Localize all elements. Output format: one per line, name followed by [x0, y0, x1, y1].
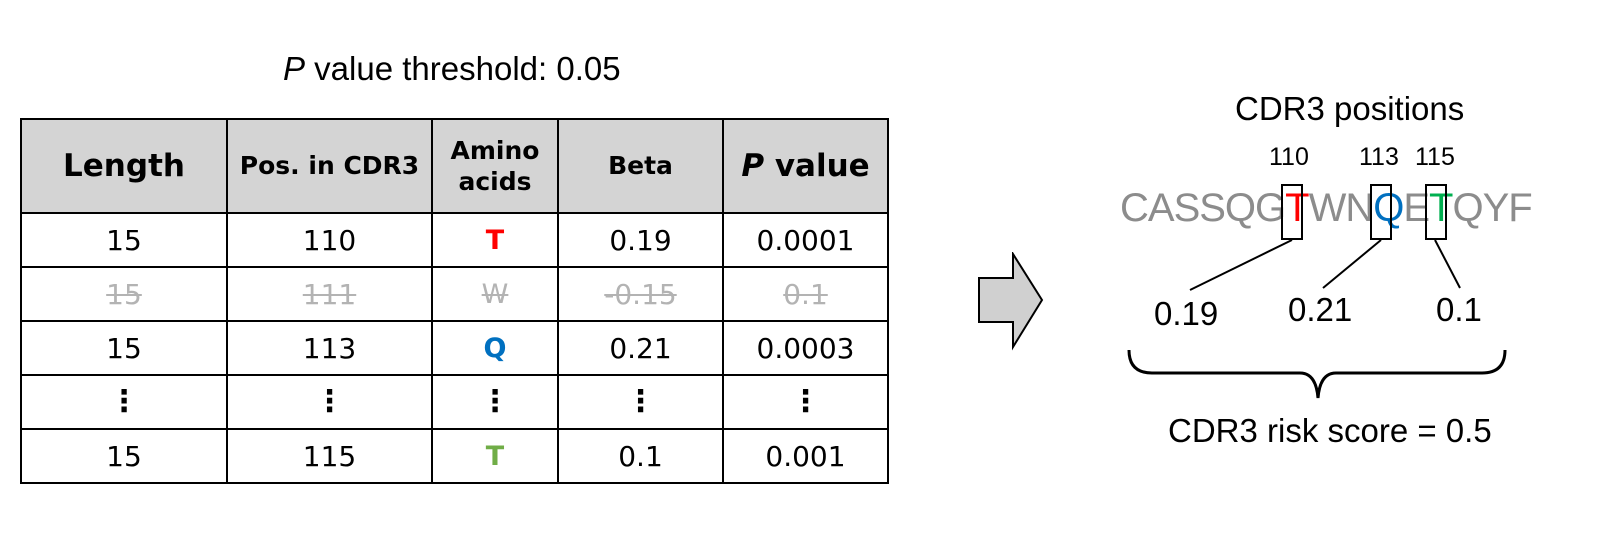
- cell-p-value: 0.0003: [722, 320, 889, 376]
- highlight-box-113: [1370, 184, 1392, 240]
- header-amino-line2: acids: [458, 167, 532, 196]
- header-beta: Beta: [557, 118, 724, 214]
- cell-vertical-ellipsis: ⋮: [431, 374, 559, 430]
- header-amino-line1: Amino: [450, 135, 540, 165]
- threshold-p-italic: P: [283, 50, 306, 87]
- seq-highlight-t115: T: [1429, 186, 1453, 230]
- cdr3-sequence: CASSQGTWNQETQYF: [1120, 186, 1533, 230]
- highlight-box-110: [1281, 184, 1303, 240]
- header-p-rest: value: [764, 147, 870, 184]
- cell-position: 111: [226, 266, 433, 322]
- cdr3-positions-title: CDR3 positions: [1235, 90, 1465, 127]
- position-label-113: 113: [1359, 143, 1399, 171]
- cell-p-value: 0.1: [722, 266, 889, 322]
- table-row-excluded: 15 111 W -0.15 0.1: [20, 266, 889, 322]
- table-row: 15 115 T 0.1 0.001: [20, 428, 889, 484]
- beta-value-113: 0.21: [1288, 291, 1353, 328]
- cell-vertical-ellipsis: ⋮: [226, 374, 433, 430]
- cell-amino-acid: Q: [431, 320, 559, 376]
- cell-vertical-ellipsis: ⋮: [557, 374, 724, 430]
- cell-beta: -0.15: [557, 266, 724, 322]
- table-row: 15 110 T 0.19 0.0001: [20, 212, 889, 268]
- table-row-ellipsis: ⋮ ⋮ ⋮ ⋮ ⋮: [20, 374, 889, 430]
- right-arrow-icon: [978, 252, 1044, 351]
- cell-amino-acid: W: [431, 266, 559, 322]
- cell-beta: 0.19: [557, 212, 724, 268]
- threshold-text: value threshold: 0.05: [305, 50, 621, 87]
- cell-position: 113: [226, 320, 433, 376]
- p-value-threshold-caption: P value threshold: 0.05: [283, 50, 621, 88]
- seq-highlight-t110: T: [1285, 186, 1309, 230]
- cell-p-value: 0.001: [722, 428, 889, 484]
- seq-part: CASSQG: [1120, 186, 1286, 230]
- position-label-110: 110: [1269, 143, 1309, 171]
- cell-position: 110: [226, 212, 433, 268]
- beta-value-115: 0.1: [1436, 291, 1482, 328]
- cell-position: 115: [226, 428, 433, 484]
- cell-vertical-ellipsis: ⋮: [20, 374, 228, 430]
- header-pos-in-cdr3: Pos. in CDR3: [226, 118, 433, 214]
- cell-beta: 0.21: [557, 320, 724, 376]
- cell-length: 15: [20, 266, 228, 322]
- cell-length: 15: [20, 212, 228, 268]
- header-amino-acids: Amino acids: [431, 118, 559, 214]
- beta-value-110: 0.19: [1154, 295, 1219, 332]
- seq-highlight-q113: Q: [1373, 186, 1404, 230]
- seq-part: QYF: [1452, 186, 1532, 230]
- cell-amino-acid: T: [431, 428, 559, 484]
- cell-length: 15: [20, 320, 228, 376]
- seq-part: WN: [1308, 186, 1375, 230]
- cell-vertical-ellipsis: ⋮: [722, 374, 889, 430]
- highlight-box-115: [1425, 184, 1447, 240]
- connector-line-113: [1322, 239, 1382, 289]
- header-p-italic: P: [741, 147, 765, 184]
- cell-p-value: 0.0001: [722, 212, 889, 268]
- cell-length: 15: [20, 428, 228, 484]
- cdr3-risk-score: CDR3 risk score = 0.5: [1168, 412, 1492, 449]
- table-header-row: Length Pos. in CDR3 Amino acids Beta P va…: [20, 118, 889, 214]
- curly-brace: [1127, 349, 1507, 399]
- cell-beta: 0.1: [557, 428, 724, 484]
- position-label-115: 115: [1415, 143, 1455, 171]
- table-row: 15 113 Q 0.21 0.0003: [20, 320, 889, 376]
- cell-amino-acid: T: [431, 212, 559, 268]
- header-p-value: P value: [722, 118, 889, 214]
- cdr3-position-table: Length Pos. in CDR3 Amino acids Beta P va…: [20, 118, 889, 484]
- header-length: Length: [20, 118, 228, 214]
- connector-line-110: [1189, 239, 1293, 291]
- connector-line-115: [1434, 239, 1461, 289]
